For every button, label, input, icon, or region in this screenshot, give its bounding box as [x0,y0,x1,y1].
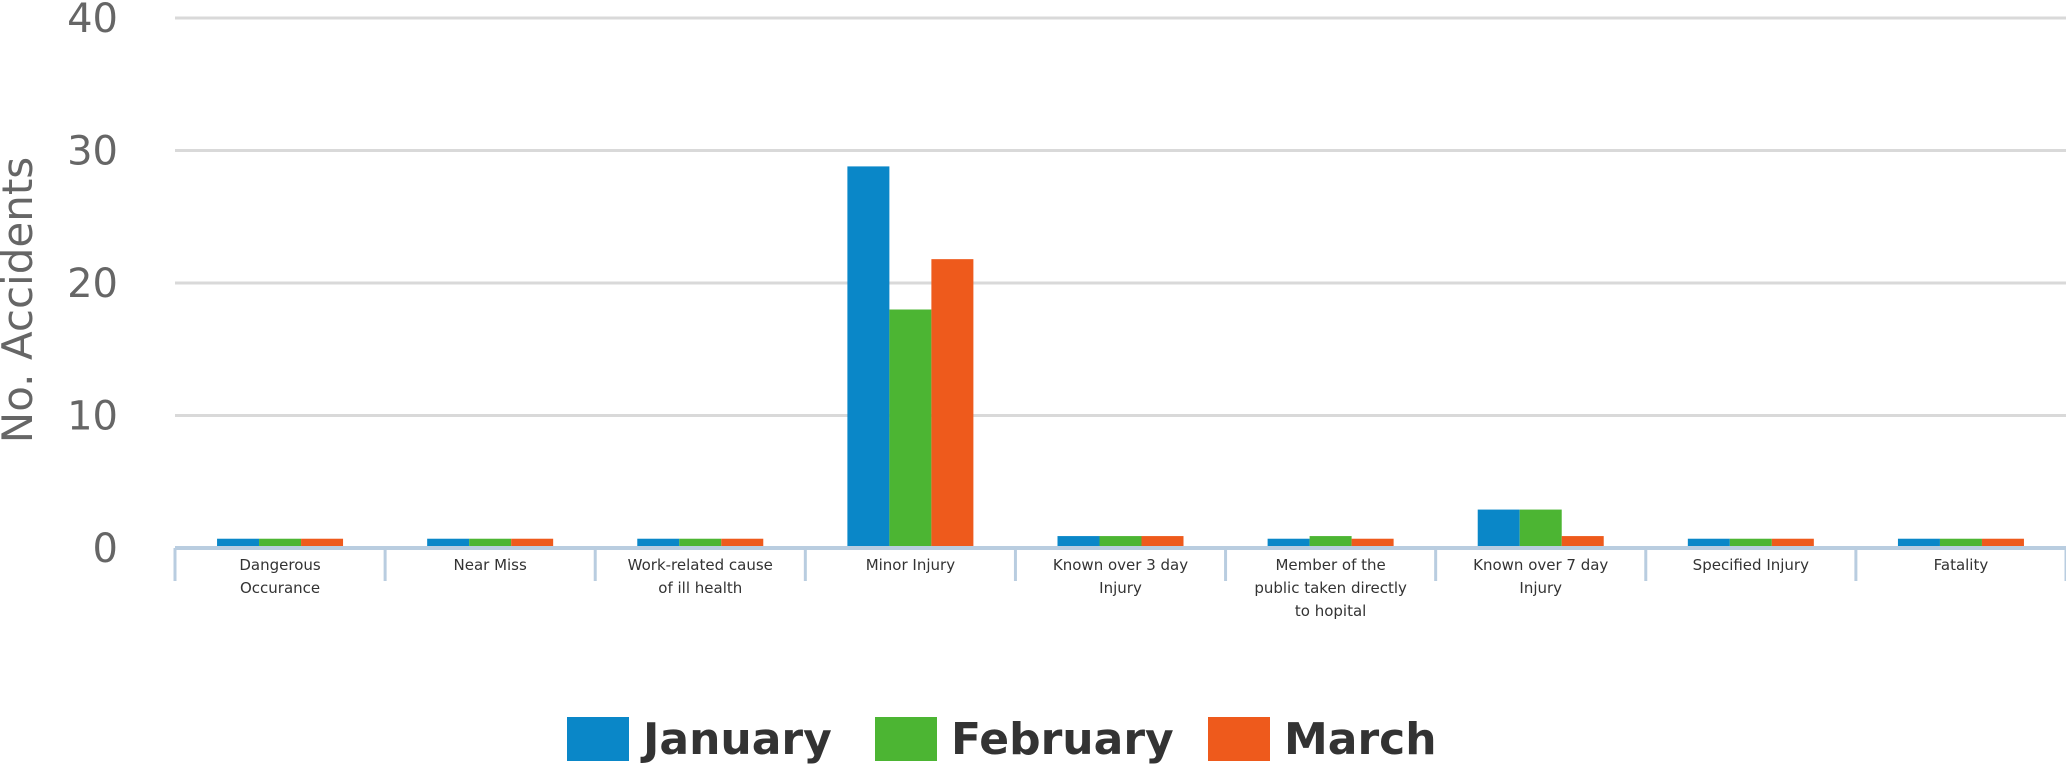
bar-february-8 [1939,538,1982,548]
legend-swatch-march [1208,717,1270,761]
bar-february-1 [469,538,512,548]
bars [217,166,2024,548]
x-tick-label-line: Injury [1519,579,1562,597]
bar-february-6 [1519,509,1562,548]
x-tick-label-line: Dangerous [239,556,321,574]
x-tick-label-line: Occurance [240,579,320,597]
y-tick-label: 30 [67,129,118,175]
bar-march-5 [1351,538,1394,548]
bar-march-6 [1561,536,1604,548]
bar-january-4 [1057,536,1100,548]
x-tick-label: Minor Injury [866,556,956,574]
x-tick-label: Fatality [1934,556,1989,574]
x-tick-label: Dangerous Occurance [239,556,321,597]
bar-february-2 [679,538,722,548]
bar-february-0 [259,538,302,548]
x-tick-label-line: of ill health [658,579,742,597]
x-tick-label-line: Known over 7 day [1473,556,1608,574]
bar-february-7 [1729,538,1772,548]
y-axis: 0 10 20 30 40 [67,0,118,572]
bar-january-1 [427,538,470,548]
x-tick-label: Specified Injury [1693,556,1809,574]
bar-january-3 [847,166,890,548]
x-tick-label-line: Minor Injury [866,556,956,574]
bar-january-8 [1897,538,1940,548]
y-tick-label: 0 [93,526,118,572]
bar-march-1 [511,538,554,548]
bar-march-3 [931,259,974,548]
legend-swatch-february [875,717,937,761]
bar-march-8 [1981,538,2024,548]
bar-march-7 [1771,538,1814,548]
bar-january-2 [637,538,680,548]
bar-march-4 [1141,536,1184,548]
x-tick-label: Near Miss [454,556,528,574]
x-tick-label: Member of the public taken directly to hop… [1254,556,1407,620]
x-tick-label-line: Fatality [1934,556,1989,574]
legend-label-january: January [640,714,832,765]
gridlines [175,16,2066,417]
x-tick-label-line: Work-related cause [628,556,773,574]
bar-january-6 [1477,509,1520,548]
bar-february-4 [1099,536,1142,548]
x-tick-label: Known over 7 day Injury [1473,556,1608,597]
y-tick-label: 40 [67,0,118,42]
bar-january-7 [1687,538,1730,548]
bar-march-0 [301,538,344,548]
x-axis: Dangerous Occurance Near Miss Work-related … [173,546,2066,620]
y-axis-label: No. Accidents [0,157,42,443]
x-tick-label-line: Member of the [1275,556,1385,574]
bar-february-3 [889,309,932,548]
y-tick-label: 10 [67,394,118,440]
legend: January February March [567,714,1437,765]
bar-january-0 [217,538,260,548]
x-tick-label-line: Specified Injury [1693,556,1809,574]
y-tick-label: 20 [67,261,118,307]
bar-march-2 [721,538,764,548]
x-tick-label-line: public taken directly [1254,579,1407,597]
legend-label-march: March [1284,714,1437,765]
x-tick-label-line: Injury [1099,579,1142,597]
x-tick-label-line: Near Miss [454,556,528,574]
legend-swatch-january [567,717,629,761]
x-tick-label: Work-related cause of ill health [628,556,773,597]
x-tick-label: Known over 3 day Injury [1053,556,1188,597]
bar-february-5 [1309,536,1352,548]
x-tick-label-line: Known over 3 day [1053,556,1188,574]
legend-label-february: February [951,714,1174,765]
bar-january-5 [1267,538,1310,548]
x-tick-label-line: to hopital [1295,602,1366,620]
